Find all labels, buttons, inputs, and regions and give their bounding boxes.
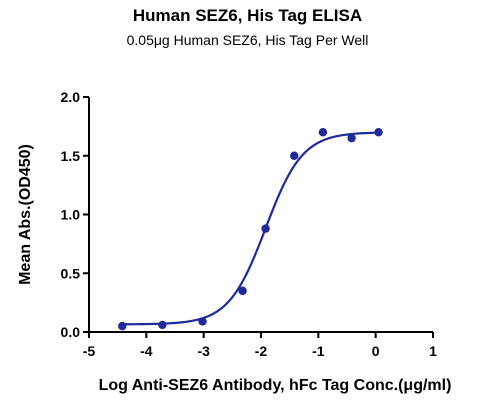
data-point: [118, 321, 127, 331]
x-tick-label: 0: [372, 343, 380, 359]
axes: 0.0 0.5 1.0 1.5 2.0 -5 -4 -3 -2 -1 0 1: [61, 89, 438, 359]
chart-title: Human SEZ6, His Tag ELISA: [132, 6, 363, 25]
fit-curve-layer: [122, 131, 379, 326]
x-axis-title: Log Anti-SEZ6 Antibody, hFc Tag Conc.(μg…: [99, 377, 452, 394]
x-tick-label: -4: [140, 343, 153, 359]
fit-curve: [122, 131, 379, 326]
x-tick-label: -2: [255, 343, 268, 359]
data-point: [318, 128, 328, 137]
x-tick-label: 1: [429, 343, 437, 359]
x-tick-label: -3: [197, 343, 210, 359]
x-tick-label: -5: [83, 343, 96, 359]
data-point: [347, 133, 356, 143]
y-tick-label: 0.5: [61, 265, 81, 281]
y-tick-label: 0.0: [61, 324, 81, 340]
y-tick-label: 1.5: [61, 148, 81, 164]
y-tick-label: 2.0: [61, 89, 81, 105]
chart-subtitle: 0.05μg Human SEZ6, His Tag Per Well: [126, 32, 369, 48]
y-axis-title: Mean Abs.(OD450): [17, 144, 34, 285]
data-point: [198, 317, 207, 326]
data-point: [158, 320, 167, 330]
data-point: [261, 224, 270, 233]
data-points-layer: [118, 128, 383, 331]
data-point: [290, 151, 299, 160]
data-point: [374, 128, 383, 137]
x-tick-label: -1: [312, 343, 325, 359]
data-point: [238, 286, 247, 296]
y-tick-label: 1.0: [61, 207, 81, 223]
